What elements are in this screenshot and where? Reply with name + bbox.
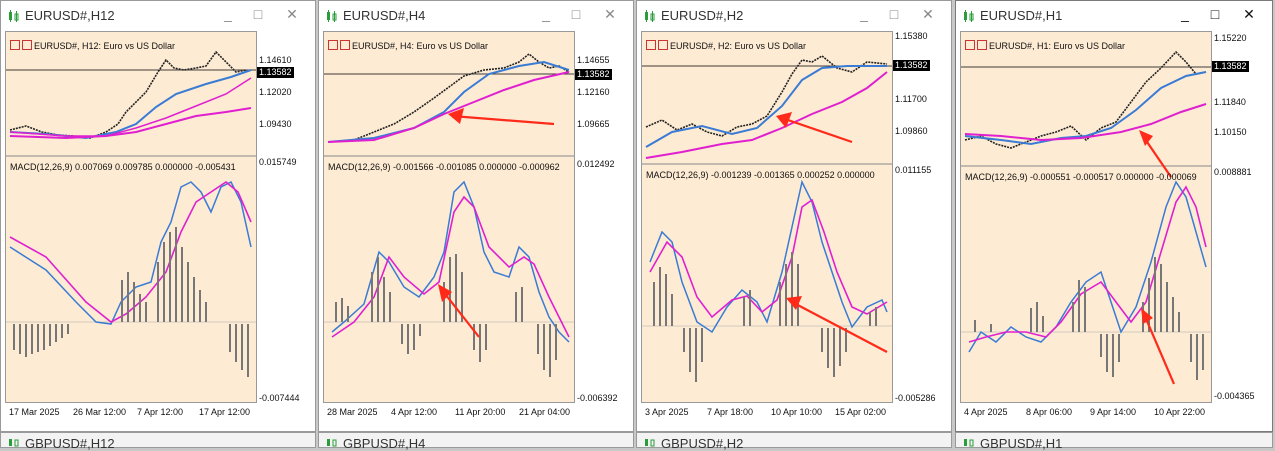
maximize-button[interactable]: □ (889, 6, 899, 22)
macd-tick: 0.012492 (577, 159, 615, 169)
date-label: 26 Mar 12:00 (73, 407, 127, 417)
chart-window-eurusd-h12[interactable]: EURUSD#,H12 _ □ ✕ EURUSD#, H12: Euro vs … (0, 0, 316, 432)
symbol-header: EURUSD#, H1: Euro vs US Dollar (965, 40, 1125, 51)
date-label: 28 Mar 2025 (327, 407, 378, 417)
macd-tick: 0.011155 (895, 165, 932, 175)
close-button[interactable]: ✕ (1243, 6, 1255, 22)
chart-window-eurusd-h2[interactable]: EURUSD#,H2 _ □ ✕ (636, 0, 952, 432)
date-label: 8 Apr 06:00 (1026, 407, 1073, 417)
chart-canvas (961, 50, 1211, 385)
macd-tick: -0.004365 (1214, 391, 1255, 401)
date-label: 17 Apr 12:00 (199, 407, 251, 417)
window-title: EURUSD#,H2 (661, 8, 744, 23)
date-label: 3 Apr 2025 (645, 407, 689, 417)
candlestick-icon (327, 10, 337, 22)
window-titlebar[interactable]: EURUSD#,H4 _ □ ✕ (319, 1, 633, 31)
chart-area[interactable]: EURUSD#, H12: Euro vs US Dollar MACD(12,… (5, 31, 257, 403)
chart-area[interactable]: EURUSD#, H2: Euro vs US Dollar MACD(12,2… (641, 31, 893, 403)
window-title: EURUSD#,H12 (25, 8, 115, 23)
window-title: EURUSD#,H4 (343, 8, 426, 23)
window-title: GBPUSD#,H12 (25, 436, 115, 451)
candlestick-icon (9, 439, 19, 447)
candlestick-icon (9, 10, 19, 22)
date-label: 10 Apr 22:00 (1154, 407, 1206, 417)
price-tick: 1.10150 (1214, 127, 1247, 137)
date-label: 7 Apr 12:00 (137, 407, 184, 417)
price-tick: 1.09665 (577, 119, 610, 129)
chart-area[interactable]: EURUSD#, H1: Euro vs US Dollar MACD(12,2… (960, 31, 1212, 403)
candlestick-icon (964, 439, 974, 447)
date-label: 4 Apr 2025 (964, 407, 1008, 417)
candlestick-icon (964, 10, 974, 22)
date-label: 15 Apr 02:00 (835, 407, 887, 417)
macd-tick: 0.015749 (259, 157, 297, 167)
macd-label: MACD(12,26,9) -0.000551 -0.000517 0.0000… (965, 172, 1197, 182)
chart-window-gbpusd-h12[interactable]: GBPUSD#,H12 (0, 432, 316, 451)
chart-canvas (6, 50, 256, 377)
minimize-button[interactable]: _ (1181, 6, 1189, 22)
price-tick: 1.09430 (259, 119, 292, 129)
symbol-header: EURUSD#, H2: Euro vs US Dollar (646, 40, 806, 51)
candlestick-icon (645, 10, 655, 22)
window-title: GBPUSD#,H4 (343, 436, 426, 451)
macd-tick: 0.008881 (1214, 167, 1252, 177)
chart-canvas (324, 52, 574, 377)
current-price-box: 1.13582 (1212, 61, 1249, 72)
chart-canvas (642, 55, 892, 382)
macd-label: MACD(12,26,9) -0.001239 -0.001365 0.0002… (646, 170, 875, 180)
window-titlebar[interactable]: EURUSD#,H2 _ □ ✕ (637, 1, 951, 31)
window-title: GBPUSD#,H1 (980, 436, 1063, 451)
date-label: 17 Mar 2025 (9, 407, 60, 417)
date-label: 21 Apr 04:00 (519, 407, 571, 417)
current-price-box: 1.13582 (893, 60, 930, 71)
close-button[interactable]: ✕ (604, 6, 616, 22)
maximize-button[interactable]: □ (1210, 6, 1220, 22)
price-tick: 1.12020 (259, 87, 292, 97)
date-label: 11 Apr 20:00 (455, 407, 506, 417)
chart-window-eurusd-h1[interactable]: EURUSD#,H1 _ □ ✕ EURUSD#, (955, 0, 1273, 432)
price-tick: 1.14655 (577, 55, 610, 65)
chart-window-gbpusd-h2[interactable]: GBPUSD#,H2 (636, 432, 952, 451)
price-tick: 1.14610 (259, 55, 292, 65)
minimize-button[interactable]: _ (224, 6, 232, 22)
window-titlebar[interactable]: EURUSD#,H1 _ □ ✕ (956, 1, 1272, 31)
date-label: 9 Apr 14:00 (1090, 407, 1137, 417)
macd-tick: -0.005286 (895, 393, 936, 403)
price-tick: 1.11840 (1214, 97, 1246, 107)
macd-label: MACD(12,26,9) -0.001566 -0.001085 0.0000… (328, 162, 560, 172)
date-label: 4 Apr 12:00 (391, 407, 438, 417)
current-price-box: 1.13582 (575, 69, 612, 80)
macd-tick: -0.006392 (577, 393, 618, 403)
symbol-header: EURUSD#, H4: Euro vs US Dollar (328, 40, 488, 51)
chart-window-gbpusd-h4[interactable]: GBPUSD#,H4 (318, 432, 634, 451)
minimize-button[interactable]: _ (860, 6, 868, 22)
window-titlebar[interactable]: EURUSD#,H12 _ □ ✕ (1, 1, 315, 31)
date-label: 10 Apr 10:00 (771, 407, 823, 417)
macd-label: MACD(12,26,9) 0.007069 0.009785 0.000000… (10, 162, 236, 172)
close-button[interactable]: ✕ (286, 6, 298, 22)
chart-area[interactable]: EURUSD#, H4: Euro vs US Dollar MACD(12,2… (323, 31, 575, 403)
price-tick: 1.09860 (895, 126, 928, 136)
maximize-button[interactable]: □ (571, 6, 581, 22)
current-price-box: 1.13582 (257, 67, 294, 78)
chart-window-eurusd-h4[interactable]: EURUSD#,H4 _ □ ✕ (318, 0, 634, 432)
candlestick-icon (645, 439, 655, 447)
price-tick: 1.15380 (895, 31, 928, 41)
macd-tick: -0.007444 (259, 393, 300, 403)
price-tick: 1.15220 (1214, 33, 1247, 43)
window-title: EURUSD#,H1 (980, 8, 1063, 23)
close-button[interactable]: ✕ (922, 6, 934, 22)
chart-window-gbpusd-h1[interactable]: GBPUSD#,H1 (955, 432, 1273, 451)
symbol-header: EURUSD#, H12: Euro vs US Dollar (10, 40, 175, 51)
price-tick: 1.11700 (895, 94, 927, 104)
date-label: 7 Apr 18:00 (707, 407, 754, 417)
minimize-button[interactable]: _ (542, 6, 550, 22)
price-tick: 1.12160 (577, 87, 610, 97)
window-title: GBPUSD#,H2 (661, 436, 744, 451)
candlestick-icon (327, 439, 337, 447)
maximize-button[interactable]: □ (253, 6, 263, 22)
